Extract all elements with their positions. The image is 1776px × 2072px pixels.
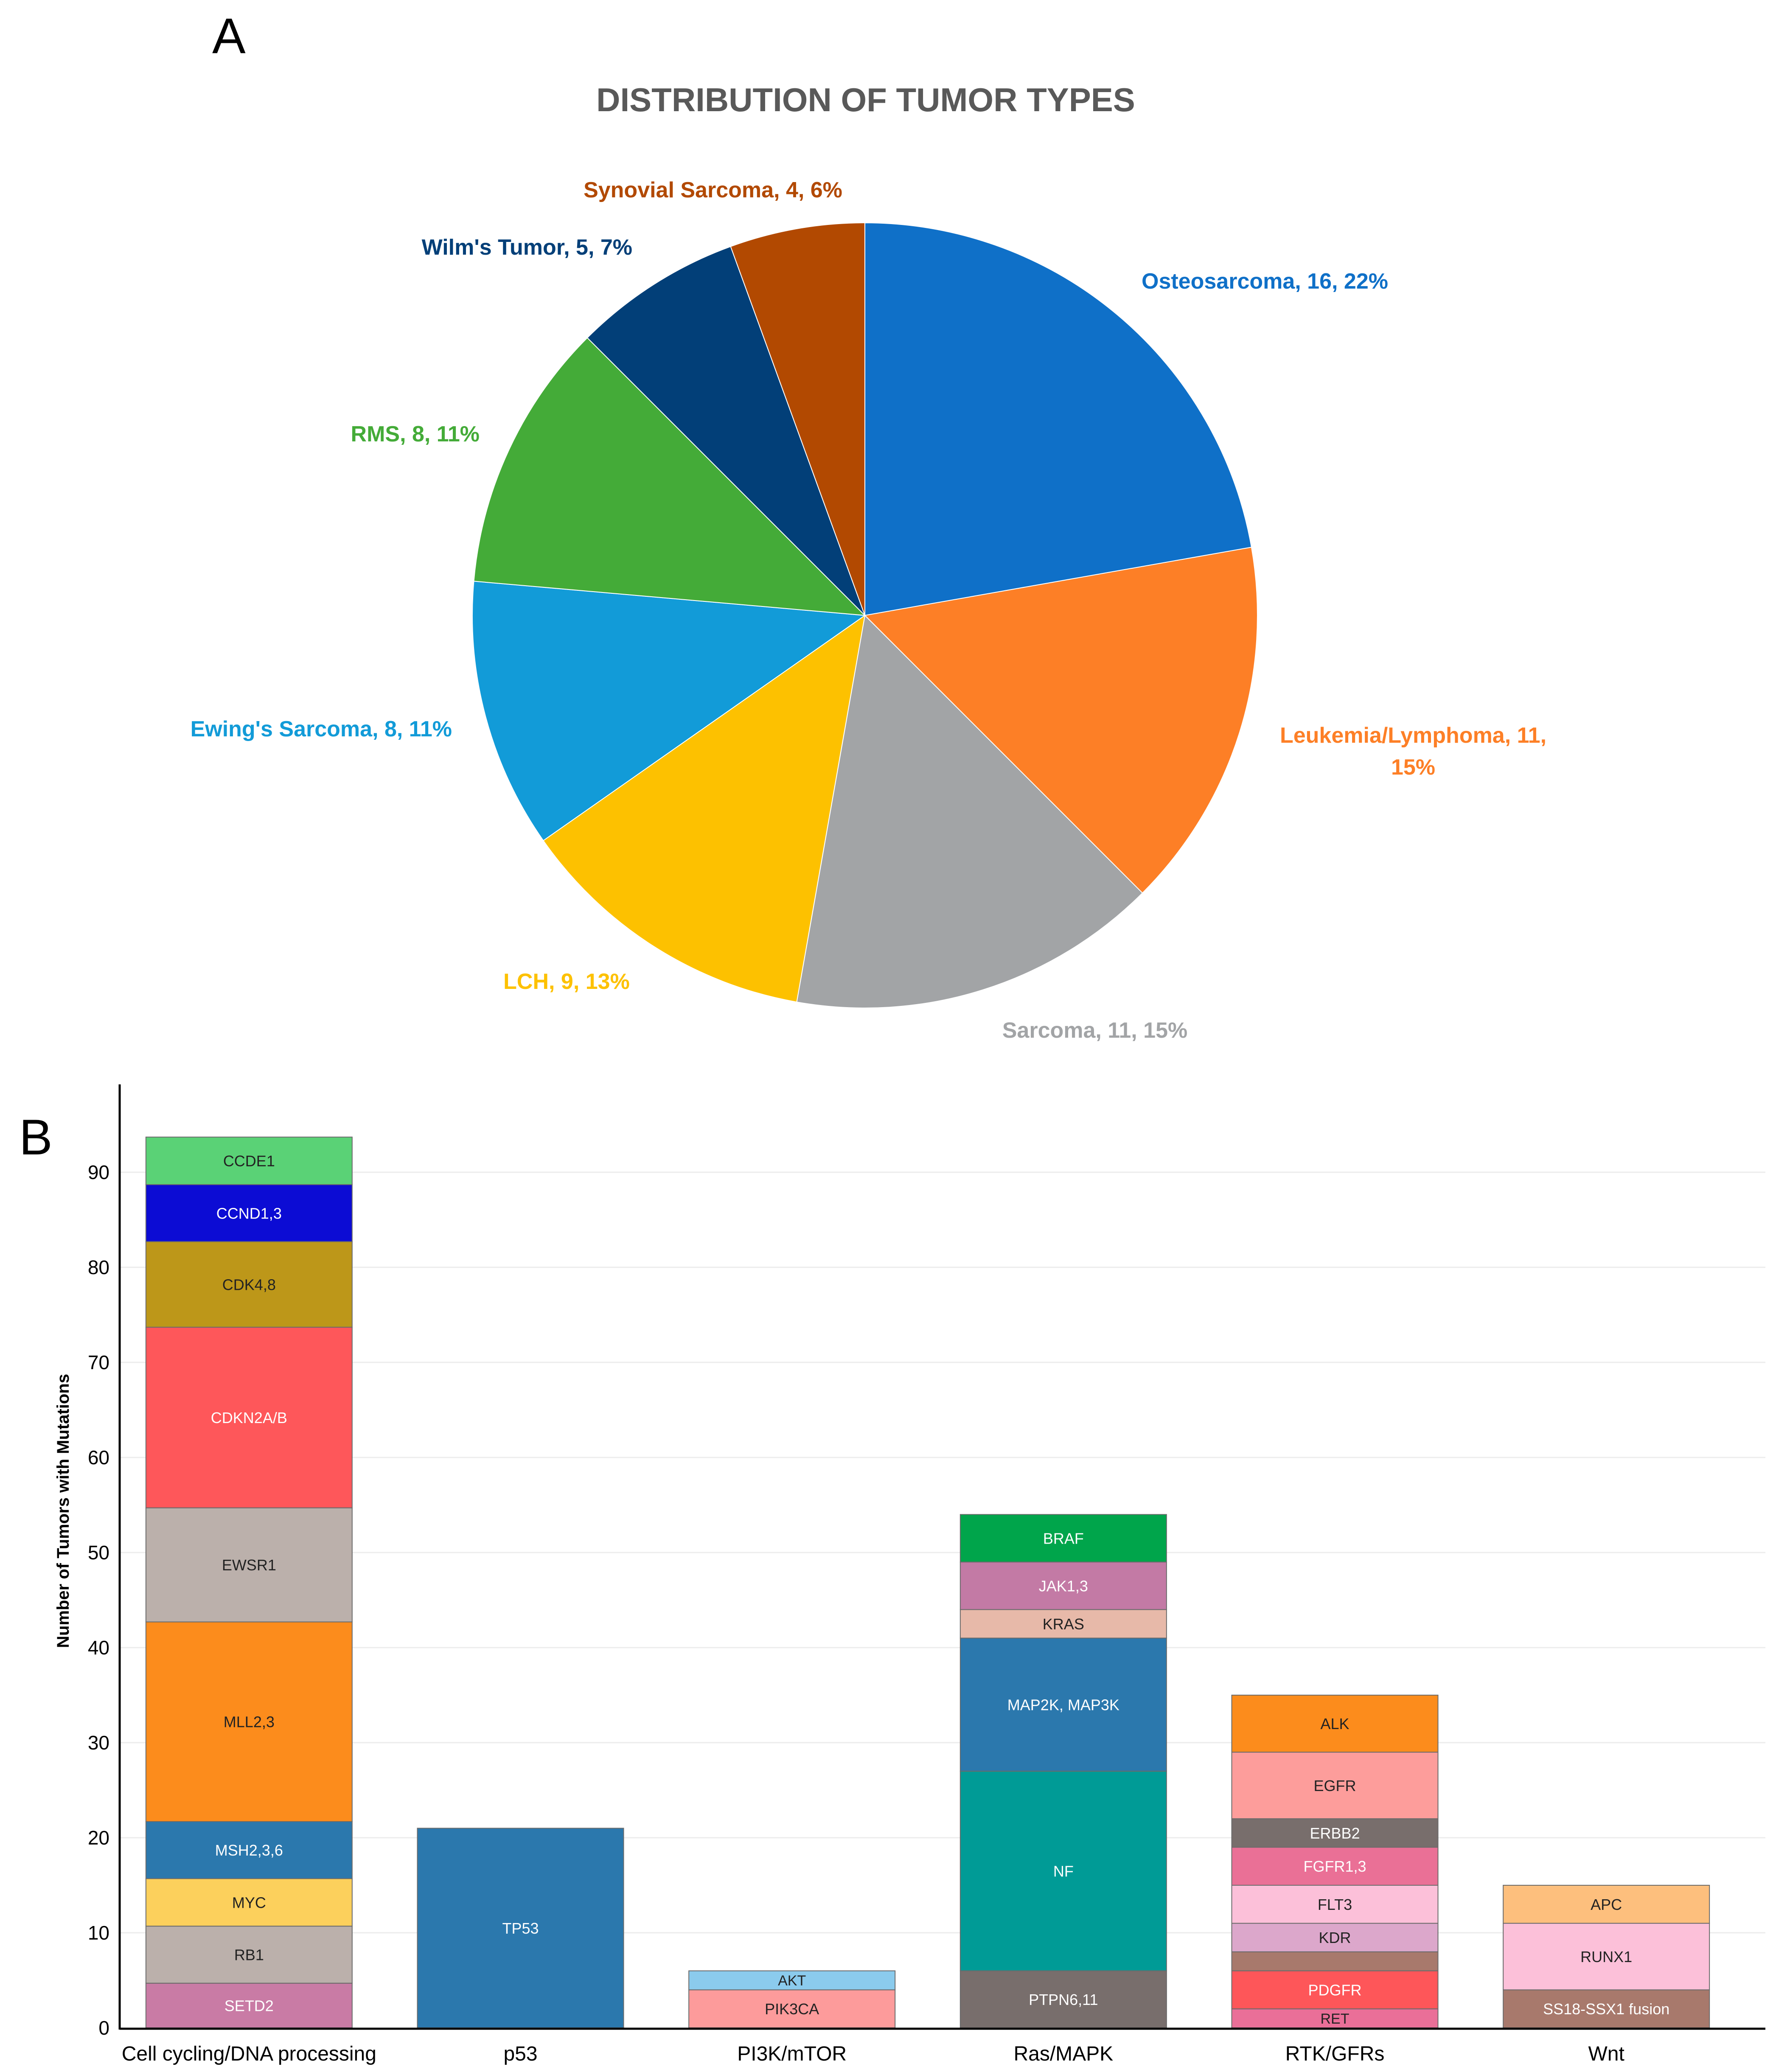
bar-segment-tp53	[417, 1828, 624, 2029]
x-tick-label-ras-mapk: Ras/MAPK	[1013, 2043, 1113, 2065]
bar-segment-label: AKT	[778, 1973, 806, 1989]
bar-segment-label: JAK1,3	[1039, 1577, 1088, 1595]
bar-segment-rb1	[145, 1926, 353, 1984]
bar-segment-braf	[960, 1514, 1167, 1563]
bar-segment-runx1	[1503, 1923, 1710, 1991]
bar-segment-apc	[1503, 1885, 1710, 1924]
bar-segment-label: FLT3	[1318, 1896, 1352, 1913]
bar-segment-label: PIK3CA	[765, 2000, 819, 2018]
bar-segment-flt3	[1231, 1885, 1439, 1924]
bar-segment-ewsr1	[145, 1507, 353, 1623]
bar-segment-label: MYC	[232, 1894, 266, 1911]
bar-segment-label: PTPN6,11	[1029, 1991, 1098, 2008]
pie-label-lch: LCH, 9, 13%	[503, 969, 630, 994]
bar-segment-fgfr1-3	[1231, 1847, 1439, 1886]
bar-segment-label: CCND1,3	[216, 1204, 282, 1222]
y-tick-label: 50	[88, 1541, 109, 1564]
bar-segment-label: KDR	[1319, 1929, 1351, 1946]
x-tick-label-pi3k-mtor: PI3K/mTOR	[737, 2043, 847, 2065]
pie-label-synovial-sarcoma: Synovial Sarcoma, 4, 6%	[584, 178, 842, 202]
x-tick-label-cell-cycling-dna-processing: Cell cycling/DNA processing	[122, 2043, 376, 2065]
panel-label-a: A	[212, 8, 246, 64]
pie-label-leukemia-lymphoma: Leukemia/Lymphoma, 11, 15%	[1280, 723, 1546, 780]
bar-segment-pdgfr	[1231, 1970, 1439, 2010]
stacked-bar-chart: SETD2 RB1 MYC MSH2,3,6 MLL2,3 EWSR1 CDKN2A/B CD…	[54, 1084, 1765, 2065]
pie-slice-ewing-s-sarcoma	[472, 581, 866, 841]
x-tick-label-wnt: Wnt	[1588, 2043, 1624, 2065]
x-tick-label-rtk-gfrs: RTK/GFRs	[1285, 2043, 1385, 2065]
pie-slice-lch	[542, 614, 866, 1003]
pie-slice-sarcoma	[796, 614, 1143, 1008]
bar-segment-label: EGFR	[1313, 1777, 1356, 1794]
pie-slice-wilm-s-tumor	[586, 246, 865, 616]
pie-slice-synovial-sarcoma	[730, 222, 865, 616]
bar-segment-nf	[960, 1771, 1167, 1971]
pie-title: DISTRIBUTION OF TUMOR TYPES	[596, 81, 1135, 118]
bar-segment-jak1-3	[960, 1561, 1167, 1610]
pie-slice-leukemia-lymphoma	[864, 547, 1258, 894]
bar-segment-msh2-3-6	[145, 1821, 353, 1879]
pie-slice-rms	[473, 337, 866, 616]
bar-segment-map2k-map3k	[960, 1637, 1167, 1772]
y-tick-label: 60	[88, 1446, 109, 1468]
y-tick-label: 40	[88, 1637, 109, 1659]
bar-segment-label: CCDE1	[223, 1152, 275, 1170]
bar-segment-label: RB1	[234, 1946, 264, 1963]
bar-segment-label: RUNX1	[1580, 1948, 1632, 1965]
bar-segment-label: KRAS	[1043, 1615, 1084, 1633]
bar-segment-cdkn2a-b	[145, 1327, 353, 1508]
bar-segment-ccde1	[145, 1137, 353, 1185]
bar-segment-akt	[688, 1970, 896, 1991]
pie-label-sarcoma: Sarcoma, 11, 15%	[1002, 1018, 1188, 1043]
bar-segment-label: TP53	[502, 1920, 539, 1937]
bar-segment-cdk4-8	[145, 1241, 353, 1328]
pie-label-ewing-s-sarcoma: Ewing's Sarcoma, 8, 11%	[191, 717, 452, 741]
bar-segment-label: APC	[1591, 1896, 1622, 1913]
y-axis-label: Number of Tumors with Mutations	[54, 1374, 73, 1648]
bar-segment-label: RET	[1321, 2011, 1350, 2027]
bar-segment-alk	[1231, 1695, 1439, 1753]
bar-segment-label: BRAF	[1043, 1530, 1084, 1547]
pie-label-wilm-s-tumor: Wilm's Tumor, 5, 7%	[422, 235, 632, 260]
y-tick-label: 0	[98, 2017, 109, 2039]
bar-segment-setd2	[145, 1982, 353, 2029]
bar-segment-label: SS18-SSX1 fusion	[1543, 2000, 1669, 2018]
bar-segment-label: CDK4,8	[222, 1276, 276, 1293]
bar-segment-label: ERBB2	[1310, 1825, 1360, 1842]
pie-label-osteosarcoma: Osteosarcoma, 16, 22%	[1142, 269, 1388, 294]
x-tick-label-p53: p53	[503, 2043, 537, 2065]
y-tick-label: 10	[88, 1922, 109, 1944]
y-tick-label: 30	[88, 1732, 109, 1754]
bar-segment-unlabeled	[1231, 1951, 1439, 1971]
bar-segment-label: PDGFR	[1308, 1981, 1362, 1999]
bar-segment-label: ALK	[1320, 1715, 1349, 1732]
bar-segment-ccnd1-3	[145, 1184, 353, 1242]
bar-segment-label: MSH2,3,6	[215, 1842, 283, 1859]
bar-segment-label: FGFR1,3	[1303, 1858, 1366, 1875]
y-tick-label: 70	[88, 1351, 109, 1373]
y-tick-label: 90	[88, 1161, 109, 1183]
bar-segment-label: EWSR1	[222, 1556, 276, 1574]
bar-segment-label: MLL2,3	[224, 1713, 275, 1731]
pie-chart: DISTRIBUTION OF TUMOR TYPES Osteosarcoma…	[191, 81, 1546, 1043]
bar-segment-egfr	[1231, 1752, 1439, 1819]
y-tick-label: 20	[88, 1827, 109, 1849]
bar-segment-label: CDKN2A/B	[211, 1409, 287, 1426]
pie-label-rms: RMS, 8, 11%	[351, 422, 480, 446]
bar-segment-pik3ca	[688, 1989, 896, 2028]
panel-label-b: B	[19, 1109, 53, 1165]
bar-segment-label: SETD2	[224, 1997, 274, 2014]
y-tick-label: 80	[88, 1256, 109, 1278]
bar-segment-kdr	[1231, 1923, 1439, 1952]
bar-segment-label: MAP2K, MAP3K	[1007, 1696, 1119, 1713]
bar-segment-label: NF	[1053, 1862, 1074, 1880]
pie-slice-osteosarcoma	[864, 222, 1252, 616]
bar-segment-erbb2	[1231, 1818, 1439, 1848]
bar-segment-myc	[145, 1878, 353, 1927]
bar-segment-mll2-3	[145, 1621, 353, 1822]
